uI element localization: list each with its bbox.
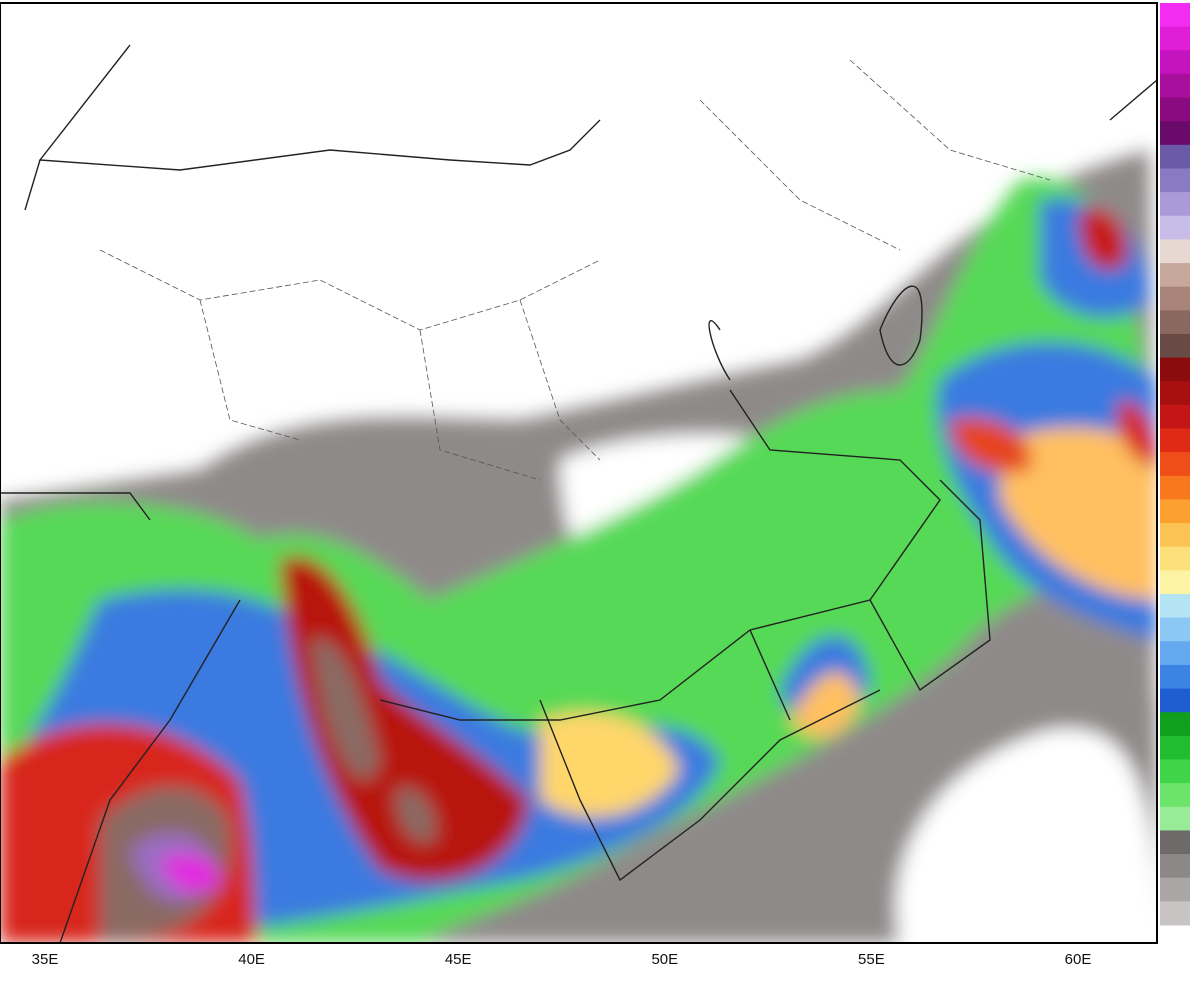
colorbar-swatch [1160, 73, 1190, 99]
colorbar-swatch [1160, 381, 1190, 406]
colorbar [1160, 3, 1190, 926]
colorbar-swatch [1160, 806, 1190, 831]
borders [0, 44, 1157, 943]
map-frame [0, 2, 1158, 944]
lon-label: 45E [445, 951, 472, 968]
colorbar-swatch [1160, 428, 1190, 453]
colorbar-swatch [1160, 499, 1190, 524]
colorbar-swatch [1160, 121, 1190, 146]
colorbar-swatch [1160, 664, 1190, 690]
colorbar-swatch [1160, 546, 1190, 571]
colorbar-swatch [1160, 854, 1190, 879]
lon-label: 55E [858, 951, 885, 968]
colorbar-swatch [1160, 50, 1190, 75]
colorbar-swatch [1160, 475, 1190, 500]
colorbar-swatch [1160, 901, 1190, 926]
colorbar-swatch [1160, 333, 1190, 359]
colorbar-swatch [1160, 26, 1190, 51]
colorbar-swatch [1160, 783, 1190, 808]
colorbar-swatch [1160, 735, 1190, 761]
colorbar-swatch [1160, 688, 1190, 713]
colorbar-swatch [1160, 830, 1190, 855]
colorbar-swatch [1160, 452, 1190, 477]
colorbar-swatch [1160, 404, 1190, 430]
colorbar-swatch [1160, 759, 1190, 784]
lon-label: 50E [651, 951, 678, 968]
lon-label: 60E [1065, 951, 1092, 968]
precip-field [0, 150, 1157, 943]
colorbar-swatch [1160, 594, 1190, 619]
colorbar-swatch [1160, 617, 1190, 642]
colorbar-swatch [1160, 641, 1190, 666]
colorbar-swatch [1160, 239, 1190, 264]
colorbar-swatch [1160, 97, 1190, 122]
colorbar-swatch [1160, 144, 1190, 169]
longitude-labels: 35E 40E 45E 50E 55E 60E [32, 951, 1092, 968]
colorbar-swatch [1160, 357, 1190, 382]
colorbar-swatch [1160, 215, 1190, 240]
colorbar-swatch [1160, 877, 1190, 902]
colorbar-swatch [1160, 3, 1190, 28]
colorbar-swatch [1160, 263, 1190, 288]
lon-label: 40E [238, 951, 265, 968]
lon-label: 35E [32, 951, 59, 968]
colorbar-swatch [1160, 310, 1190, 335]
colorbar-swatch [1160, 192, 1190, 217]
colorbar-swatch [1160, 168, 1190, 193]
colorbar-swatch [1160, 712, 1190, 737]
colorbar-swatch [1160, 523, 1190, 548]
colorbar-swatch [1160, 570, 1190, 595]
colorbar-swatch [1160, 286, 1190, 311]
